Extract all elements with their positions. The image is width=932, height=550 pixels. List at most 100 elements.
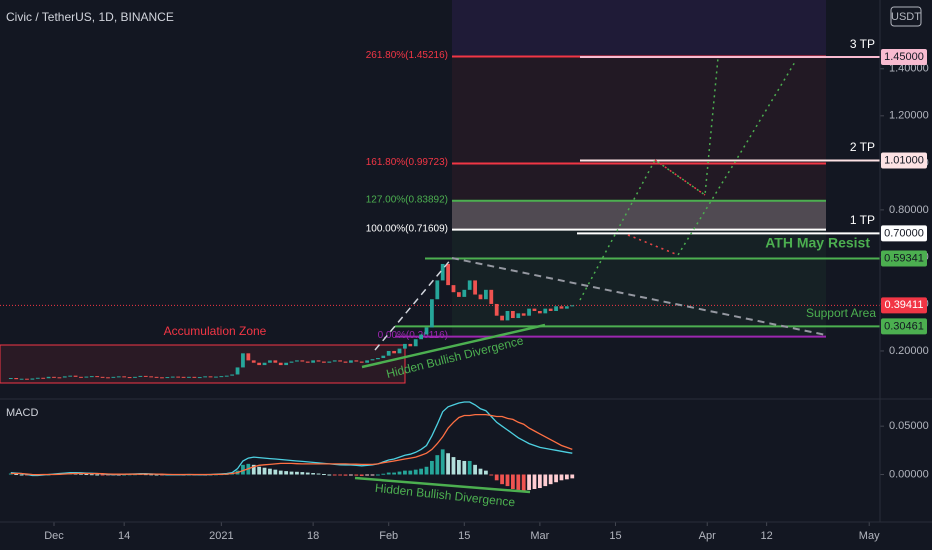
candle xyxy=(203,376,208,378)
projection xyxy=(627,61,796,256)
macd-bar xyxy=(419,468,423,475)
macd-bar xyxy=(349,474,353,476)
macd-bar xyxy=(354,474,359,476)
candle xyxy=(473,280,477,295)
x-tick-label: 2021 xyxy=(209,530,233,542)
macd-bar xyxy=(473,464,477,475)
macd-bar xyxy=(564,474,569,480)
candle xyxy=(554,306,558,311)
fib-label: 100.00%(0.71609) xyxy=(366,223,448,234)
candle xyxy=(257,362,262,366)
candle xyxy=(386,350,391,356)
y-tick-label: 0.05000 xyxy=(889,420,929,432)
macd-bar xyxy=(316,473,321,475)
fib-zone xyxy=(452,200,826,230)
macd-bar xyxy=(489,474,494,476)
candle xyxy=(154,376,159,378)
candle xyxy=(316,360,321,362)
macd-bar xyxy=(467,460,472,475)
macd-bar xyxy=(268,468,272,475)
macd-bar xyxy=(122,474,127,476)
macd-bar xyxy=(510,474,515,489)
candle xyxy=(381,355,386,359)
price-label: 0.30461 xyxy=(884,320,924,332)
candle xyxy=(489,289,494,304)
accumulation-box xyxy=(0,344,406,384)
fib-zone xyxy=(452,229,826,337)
candle xyxy=(46,376,51,379)
candle xyxy=(149,376,154,378)
x-tick-label: 12 xyxy=(761,530,773,542)
macd-bar xyxy=(505,474,510,487)
macd-bar xyxy=(241,464,245,475)
candle xyxy=(322,361,326,363)
candle xyxy=(359,361,364,363)
macd-bar xyxy=(251,464,256,475)
candle xyxy=(273,360,278,363)
candle xyxy=(392,350,396,354)
candle xyxy=(57,377,62,379)
x-tick-label: 15 xyxy=(609,530,621,542)
y-tick-label: 1.40000 xyxy=(889,63,929,75)
macd-bar xyxy=(89,474,94,476)
candle xyxy=(19,378,24,380)
price-label: 0.70000 xyxy=(884,227,924,239)
candle xyxy=(510,310,515,319)
macd-bar xyxy=(149,474,154,476)
candle xyxy=(343,361,348,363)
x-tick-label: Feb xyxy=(379,530,398,542)
macd-bar xyxy=(322,474,326,476)
candle xyxy=(25,378,29,380)
candle xyxy=(349,360,353,363)
candle xyxy=(521,313,526,316)
candle xyxy=(467,280,472,290)
price-label-bg xyxy=(881,250,927,267)
macd-bar xyxy=(100,474,105,476)
currency-box[interactable] xyxy=(890,6,922,27)
candle xyxy=(224,375,229,377)
candle xyxy=(246,353,251,361)
macd-bar xyxy=(451,457,456,475)
macd-bar xyxy=(343,474,348,476)
candle xyxy=(84,376,89,378)
macd-bar xyxy=(278,470,283,475)
macd-bar xyxy=(532,474,537,489)
macd-bar xyxy=(570,474,575,479)
macd-bar xyxy=(424,466,429,475)
macd-bar xyxy=(370,474,375,476)
price-label-bg xyxy=(881,152,927,169)
projection xyxy=(579,57,719,301)
candle xyxy=(197,377,202,379)
currency[interactable]: USDT xyxy=(891,11,921,23)
candle xyxy=(79,376,83,378)
candle xyxy=(116,376,121,378)
price-label: 0.59341 xyxy=(884,252,924,264)
macd-bar xyxy=(430,460,434,475)
macd-bar xyxy=(494,474,499,481)
candle xyxy=(251,360,256,363)
candle xyxy=(370,359,375,361)
candle xyxy=(143,375,148,377)
macd-bar xyxy=(484,470,488,475)
candle xyxy=(127,377,132,379)
candle xyxy=(440,263,445,281)
candle xyxy=(516,313,521,319)
macd-bar xyxy=(548,474,553,485)
candle xyxy=(408,343,413,347)
macd-bar xyxy=(376,474,380,476)
candle xyxy=(451,285,456,293)
candle xyxy=(543,308,548,314)
macd-bar xyxy=(446,453,450,475)
zones xyxy=(452,0,826,337)
macd-bar xyxy=(311,473,316,475)
candle xyxy=(403,343,407,349)
candle xyxy=(295,360,299,362)
plot: Dec14202118Feb15Mar15Apr12May0.200000.40… xyxy=(0,49,929,542)
divergence-line xyxy=(361,323,546,369)
macd-bar xyxy=(500,474,504,485)
macd-title: MACD xyxy=(6,407,38,419)
price-label-bg xyxy=(881,297,927,314)
accumulation-label: Accumulation Zone xyxy=(164,324,267,338)
macd-bar xyxy=(79,473,83,475)
x-tick-label: Mar xyxy=(530,530,549,542)
